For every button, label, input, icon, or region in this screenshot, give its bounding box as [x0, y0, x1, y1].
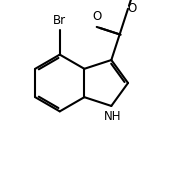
Text: O: O	[128, 2, 137, 15]
Text: O: O	[92, 10, 101, 23]
Text: Br: Br	[53, 14, 66, 27]
Text: NH: NH	[103, 110, 121, 123]
